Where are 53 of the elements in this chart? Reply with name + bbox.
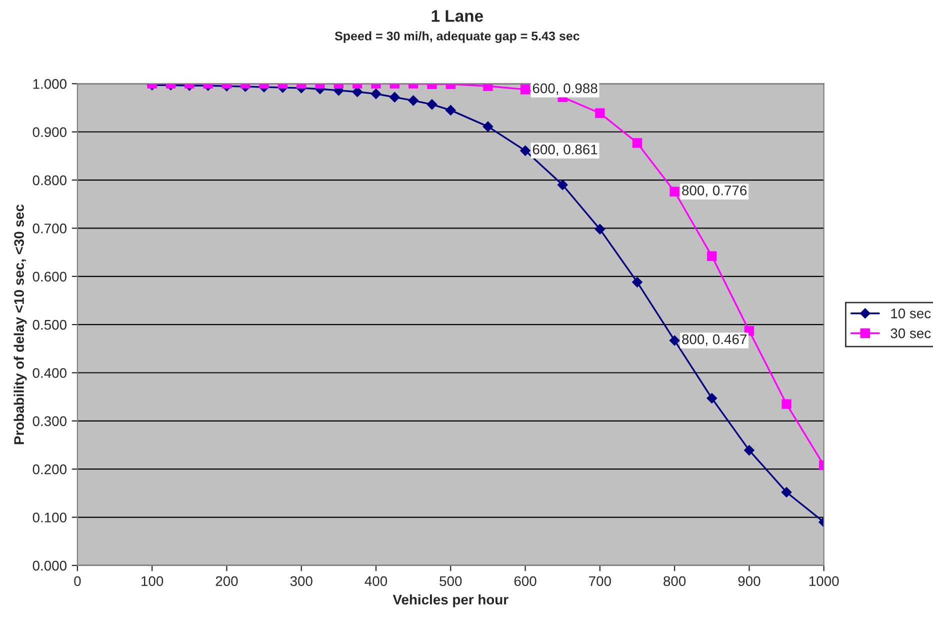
x-tick-label: 700 — [589, 576, 611, 586]
point — [557, 180, 568, 190]
y-tick-label: 0.100 — [32, 512, 66, 522]
x-tick-label: 900 — [738, 576, 760, 586]
point — [483, 84, 493, 91]
point — [426, 99, 438, 110]
point — [669, 335, 680, 346]
point — [370, 88, 382, 99]
point — [390, 92, 400, 102]
point — [744, 445, 754, 456]
point — [446, 105, 456, 116]
x-axis-title: Vehicles per hour — [392, 594, 508, 608]
y-axis-title: Probability of delay <10 sec, <30 sec — [14, 204, 27, 444]
point — [670, 186, 680, 196]
chart-subtitle: Speed = 30 mi/h, adequate gap = 5.43 sec — [334, 31, 580, 43]
x-tick-label: 400 — [364, 576, 388, 586]
point — [782, 399, 792, 409]
y-tick-label: 0.300 — [32, 416, 66, 426]
point — [595, 108, 605, 118]
y-tick-label: 0.600 — [32, 272, 66, 282]
x-tick-label: 0 — [74, 576, 81, 586]
y-tick-label: 0.500 — [32, 320, 66, 330]
data-label: 600, 0.988 — [532, 83, 598, 95]
point — [707, 251, 717, 262]
x-tick-label: 300 — [290, 576, 312, 586]
x-tick-label: 600 — [514, 576, 536, 586]
y-tick-label: 0.900 — [32, 127, 66, 138]
point — [632, 277, 642, 288]
point — [632, 138, 642, 148]
x-tick-label: 100 — [142, 576, 164, 586]
point — [482, 121, 494, 132]
legend-label: 10 sec — [891, 308, 931, 318]
chart-title: 1 Lane — [432, 10, 484, 22]
x-tick-label: 800 — [664, 576, 686, 586]
y-tick-label: 0.000 — [32, 560, 66, 571]
legend-label: 30 sec — [890, 328, 931, 338]
point — [594, 224, 606, 234]
y-tick-label: 0.700 — [32, 224, 66, 234]
y-tick-label: 1.000 — [33, 79, 66, 89]
data-label: 600, 0.861 — [532, 144, 598, 156]
data-label: 800, 0.776 — [682, 186, 747, 197]
x-tick-label: 500 — [440, 576, 462, 586]
point — [706, 393, 717, 404]
x-tick-label: 200 — [216, 576, 238, 586]
y-tick-label: 0.800 — [32, 175, 66, 186]
point — [520, 146, 530, 156]
point — [520, 84, 530, 94]
point — [781, 487, 792, 498]
y-tick-label: 0.200 — [32, 464, 66, 474]
y-tick-label: 0.400 — [32, 368, 66, 378]
point — [408, 95, 418, 106]
x-tick-label: 1000 — [809, 576, 839, 586]
data-label: 800, 0.467 — [682, 334, 746, 346]
